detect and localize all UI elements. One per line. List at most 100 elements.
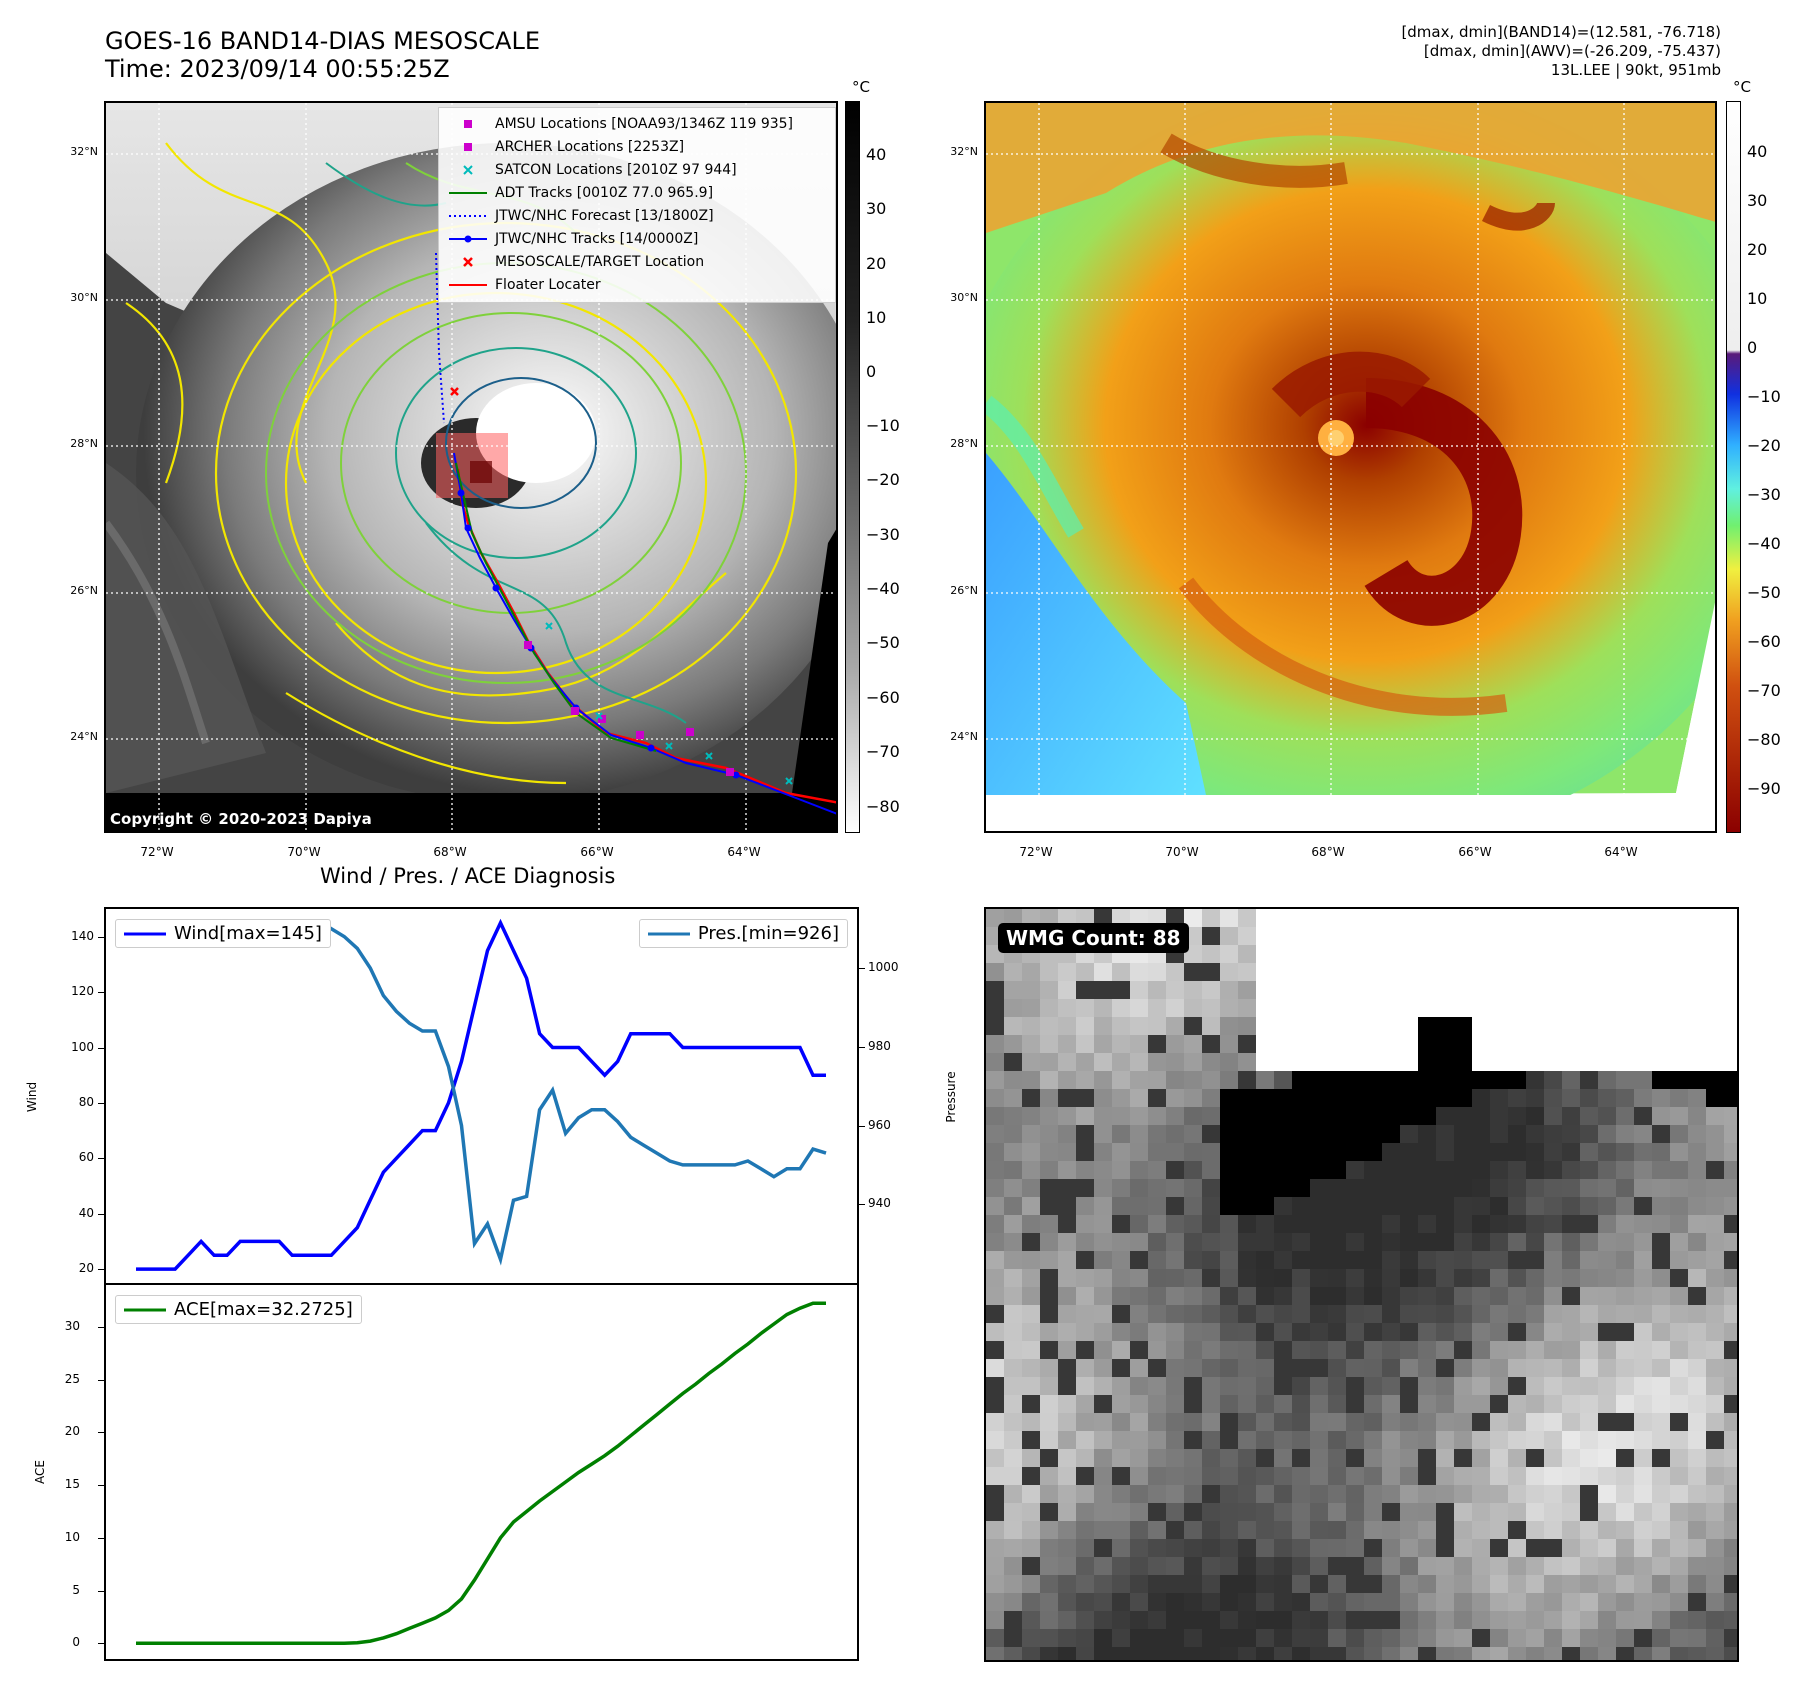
wmg-pixel xyxy=(1670,927,1688,945)
wmg-pixel xyxy=(1670,1053,1688,1071)
wmg-pixel xyxy=(1616,1467,1634,1485)
wmg-pixel xyxy=(1526,1431,1544,1449)
square-marker-icon xyxy=(447,140,489,154)
wmg-pixel xyxy=(1652,1107,1670,1125)
wmg-pixel xyxy=(1436,1629,1454,1647)
wmg-pixel xyxy=(1346,909,1364,927)
wmg-pixel xyxy=(1022,1125,1040,1143)
wmg-pixel xyxy=(1670,1359,1688,1377)
wmg-pixel xyxy=(1346,1611,1364,1629)
wind-pressure-chart[interactable]: Wind[max=145] Pres.[min=926] xyxy=(104,907,859,1285)
wmg-pixel xyxy=(1130,1593,1148,1611)
wmg-pixel xyxy=(986,1647,1004,1660)
wmg-pixel xyxy=(1238,1575,1256,1593)
wmg-pixel xyxy=(1508,1341,1526,1359)
wmg-pixel xyxy=(1094,1467,1112,1485)
wmg-pixel xyxy=(1220,963,1238,981)
wmg-image xyxy=(986,909,1737,1660)
wmg-pixel xyxy=(1670,909,1688,927)
wmg-pixel xyxy=(1400,1629,1418,1647)
ace-chart[interactable]: ACE[max=32.2725] xyxy=(104,1283,859,1661)
wmg-pixel xyxy=(1022,1485,1040,1503)
band14-map[interactable]: AMSU Locations [NOAA93/1346Z 119 935] AR… xyxy=(104,101,838,833)
wmg-pixel xyxy=(986,1593,1004,1611)
wmg-pixel xyxy=(1076,1539,1094,1557)
wmg-pixel xyxy=(1508,1467,1526,1485)
wmg-pixel xyxy=(1670,1251,1688,1269)
wmg-map[interactable]: WMG Count: 88 xyxy=(984,907,1739,1662)
wmg-pixel xyxy=(1184,1611,1202,1629)
wmg-pixel xyxy=(1022,1053,1040,1071)
wmg-pixel xyxy=(1202,963,1220,981)
wmg-pixel xyxy=(1670,999,1688,1017)
wmg-pixel xyxy=(1490,1521,1508,1539)
wmg-pixel xyxy=(1670,1269,1688,1287)
wmg-pixel xyxy=(1220,1017,1238,1035)
wmg-pixel xyxy=(1076,1287,1094,1305)
wmg-pixel xyxy=(1634,1521,1652,1539)
wmg-pixel xyxy=(1562,1557,1580,1575)
wmg-pixel xyxy=(1544,945,1562,963)
wmg-pixel xyxy=(1616,1341,1634,1359)
wmg-pixel xyxy=(1562,927,1580,945)
wmg-pixel xyxy=(1508,1647,1526,1660)
wmg-pixel xyxy=(1562,1089,1580,1107)
wmg-pixel xyxy=(1076,1413,1094,1431)
wmg-pixel xyxy=(1364,1377,1382,1395)
wmg-pixel xyxy=(1004,1197,1022,1215)
wmg-pixel xyxy=(1310,1539,1328,1557)
wmg-pixel xyxy=(1598,1377,1616,1395)
wmg-pixel xyxy=(1382,1431,1400,1449)
wmg-pixel xyxy=(1490,1593,1508,1611)
wmg-pixel xyxy=(1004,1395,1022,1413)
legend-item-floater: Floater Locater xyxy=(447,273,827,296)
wmg-pixel xyxy=(1562,1467,1580,1485)
wmg-pixel xyxy=(1418,927,1436,945)
wmg-pixel xyxy=(1274,1143,1292,1161)
wmg-pixel xyxy=(1634,1359,1652,1377)
wmg-pixel xyxy=(986,1359,1004,1377)
line-icon xyxy=(124,1308,166,1311)
wmg-pixel xyxy=(1364,927,1382,945)
wmg-pixel xyxy=(1598,1287,1616,1305)
wmg-pixel xyxy=(1706,1647,1724,1660)
wmg-pixel xyxy=(1166,1503,1184,1521)
wmg-pixel xyxy=(1148,1539,1166,1557)
lon-label: 66°W xyxy=(1458,845,1492,859)
wmg-pixel xyxy=(1598,1395,1616,1413)
band14-color-map[interactable] xyxy=(984,101,1717,833)
wmg-pixel xyxy=(1490,1035,1508,1053)
wmg-pixel xyxy=(1004,1305,1022,1323)
wmg-pixel xyxy=(1634,1575,1652,1593)
wmg-pixel xyxy=(1580,1125,1598,1143)
wmg-pixel xyxy=(1472,1557,1490,1575)
wmg-pixel xyxy=(1310,963,1328,981)
wmg-pixel xyxy=(1454,1593,1472,1611)
wmg-pixel xyxy=(1670,1107,1688,1125)
wmg-pixel xyxy=(1004,1467,1022,1485)
wmg-pixel xyxy=(1310,1251,1328,1269)
wmg-pixel xyxy=(1040,1089,1058,1107)
wmg-pixel xyxy=(1148,1143,1166,1161)
wmg-pixel xyxy=(1598,1179,1616,1197)
wmg-pixel xyxy=(1040,1287,1058,1305)
wmg-pixel xyxy=(1526,1593,1544,1611)
line-icon xyxy=(124,932,166,935)
wmg-pixel xyxy=(1346,963,1364,981)
wmg-pixel xyxy=(1508,1431,1526,1449)
wmg-pixel xyxy=(1076,1035,1094,1053)
wmg-pixel xyxy=(1400,927,1418,945)
info-line-2: [dmax, dmin](AWV)=(-26.209, -75.437) xyxy=(1423,42,1721,60)
wmg-pixel xyxy=(1526,1251,1544,1269)
wmg-pixel xyxy=(1544,1161,1562,1179)
wmg-pixel xyxy=(1616,1359,1634,1377)
wind-ytick: 100 xyxy=(71,1039,94,1054)
wmg-pixel xyxy=(1634,1197,1652,1215)
wmg-pixel xyxy=(1634,909,1652,927)
wmg-pixel xyxy=(1652,1197,1670,1215)
wmg-pixel xyxy=(1616,1053,1634,1071)
wmg-pixel xyxy=(1418,1305,1436,1323)
wmg-pixel xyxy=(1562,981,1580,999)
wmg-pixel xyxy=(1364,1323,1382,1341)
wmg-pixel xyxy=(1490,927,1508,945)
